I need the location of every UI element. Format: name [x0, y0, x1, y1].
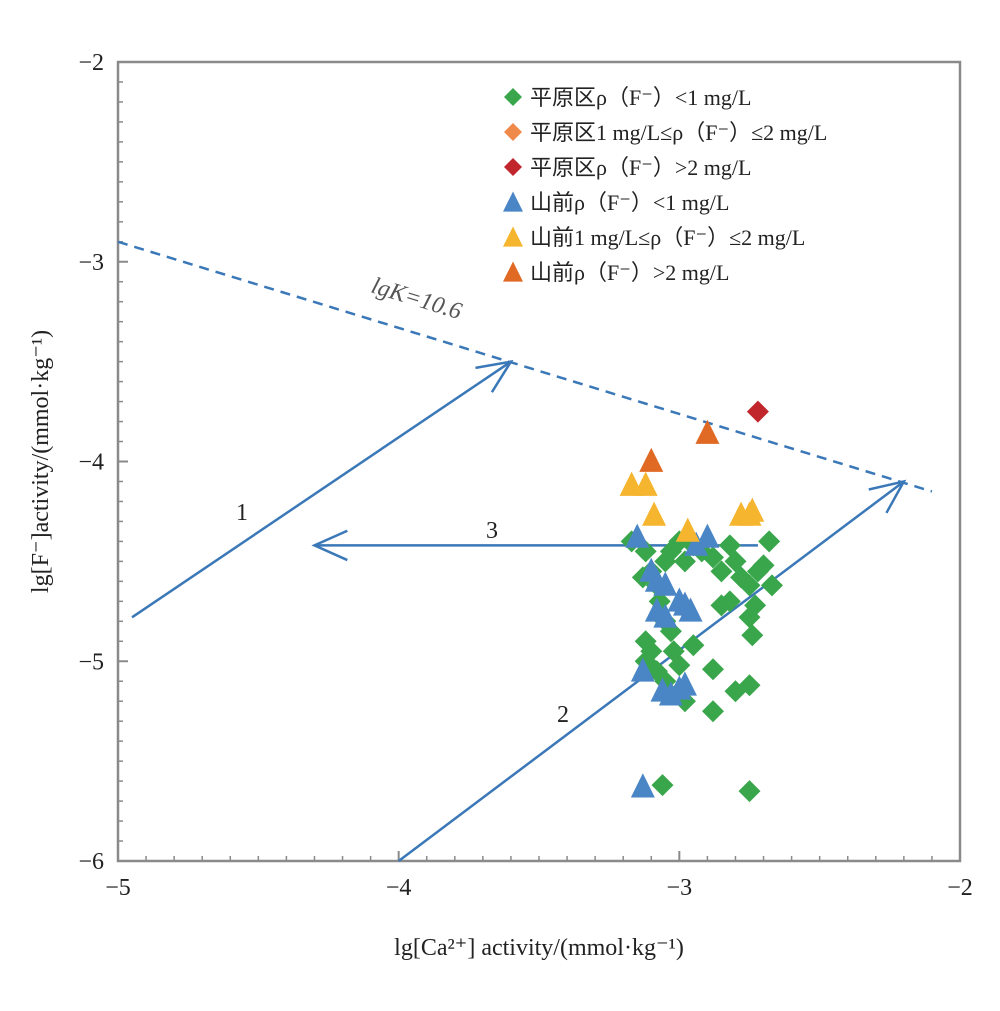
data-point-series-0	[702, 658, 725, 681]
arrow-1-shaft	[131, 360, 512, 619]
arrow-3-label: 3	[486, 518, 498, 544]
arrows-group: 1 2 3	[131, 359, 907, 862]
y-tick-label: −5	[78, 649, 104, 675]
data-point-series-0	[702, 546, 725, 569]
data-point-series-0	[651, 774, 674, 797]
legend-marker-3	[503, 191, 523, 212]
reference-line-group: lgK=10.6	[117, 240, 933, 493]
data-point-series-4	[633, 471, 658, 496]
legend-marker-1	[504, 123, 522, 141]
data-point-series-4	[740, 497, 765, 522]
legend-marker-0	[504, 88, 522, 106]
y-ticks: −2 −3 −4 −5 −6	[78, 50, 128, 875]
y-axis-title: lg[F⁻]activity/(mmol·kg⁻¹)	[28, 330, 54, 593]
arrow-2-head	[868, 479, 907, 514]
data-point-series-2	[746, 400, 769, 423]
data-point-series-3	[653, 571, 678, 596]
data-point-series-4	[675, 517, 700, 542]
x-tick-label: −5	[105, 875, 131, 901]
legend-label-3: 山前ρ（F⁻）<1 mg/L	[530, 190, 729, 215]
data-point-series-0	[738, 574, 761, 597]
legend-marker-5	[503, 261, 523, 282]
legend-label-1: 平原区1 mg/L≤ρ（F⁻）≤2 mg/L	[530, 120, 827, 145]
x-tick-label: −2	[947, 875, 973, 901]
data-point-series-0	[668, 654, 691, 677]
x-tick-label: −4	[386, 875, 412, 901]
data-point-series-0	[738, 606, 761, 629]
y-tick-label: −4	[78, 450, 104, 476]
data-point-series-3	[625, 523, 650, 548]
data-point-series-0	[682, 634, 705, 657]
x-tick-label: −3	[667, 875, 693, 901]
legend-marker-4	[503, 226, 523, 247]
data-point-series-0	[702, 700, 725, 723]
legend-label-5: 山前ρ（F⁻）>2 mg/L	[530, 260, 729, 285]
data-point-series-3	[695, 523, 720, 548]
arrow-3-head	[311, 529, 348, 562]
lgk-reference-line	[117, 240, 933, 493]
legend: 平原区ρ（F⁻）<1 mg/L 平原区1 mg/L≤ρ（F⁻）≤2 mg/L 平原区…	[503, 85, 827, 285]
data-point-series-3	[678, 597, 703, 622]
legend-label-4: 山前1 mg/L≤ρ（F⁻）≤2 mg/L	[530, 225, 805, 250]
data-point-series-0	[752, 554, 775, 577]
y-tick-label: −2	[78, 50, 104, 76]
data-point-series-4	[642, 501, 667, 526]
data-point-series-3	[653, 603, 678, 628]
y-tick-label: −6	[78, 849, 104, 875]
data-point-series-3	[630, 773, 655, 798]
data-point-series-3	[684, 531, 709, 556]
arrow-1-label: 1	[236, 500, 248, 526]
y-tick-label: −3	[78, 250, 104, 276]
legend-label-0: 平原区ρ（F⁻）<1 mg/L	[530, 85, 751, 110]
arrow-1-head	[475, 359, 514, 393]
data-point-series-0	[738, 674, 761, 697]
data-point-series-5	[639, 447, 664, 472]
data-point-series-5	[695, 419, 720, 444]
legend-marker-2	[504, 158, 522, 176]
data-point-series-0	[710, 560, 733, 583]
data-point-series-3	[672, 671, 697, 696]
data-point-series-0	[710, 594, 733, 617]
lgk-label: lgK=10.6	[368, 273, 464, 325]
arrow-2-label: 2	[557, 702, 569, 728]
data-point-series-0	[758, 530, 781, 553]
points-group	[619, 400, 783, 803]
data-point-series-0	[760, 574, 783, 597]
x-ticks: −5 −4 −3 −2	[105, 851, 973, 901]
data-point-series-3	[630, 657, 655, 682]
legend-label-2: 平原区ρ（F⁻）>2 mg/L	[530, 155, 751, 180]
x-axis-title: lg[Ca²⁺] activity/(mmol·kg⁻¹)	[394, 935, 684, 961]
data-point-series-0	[673, 550, 696, 573]
data-point-series-0	[741, 624, 764, 647]
data-point-series-0	[738, 780, 761, 803]
